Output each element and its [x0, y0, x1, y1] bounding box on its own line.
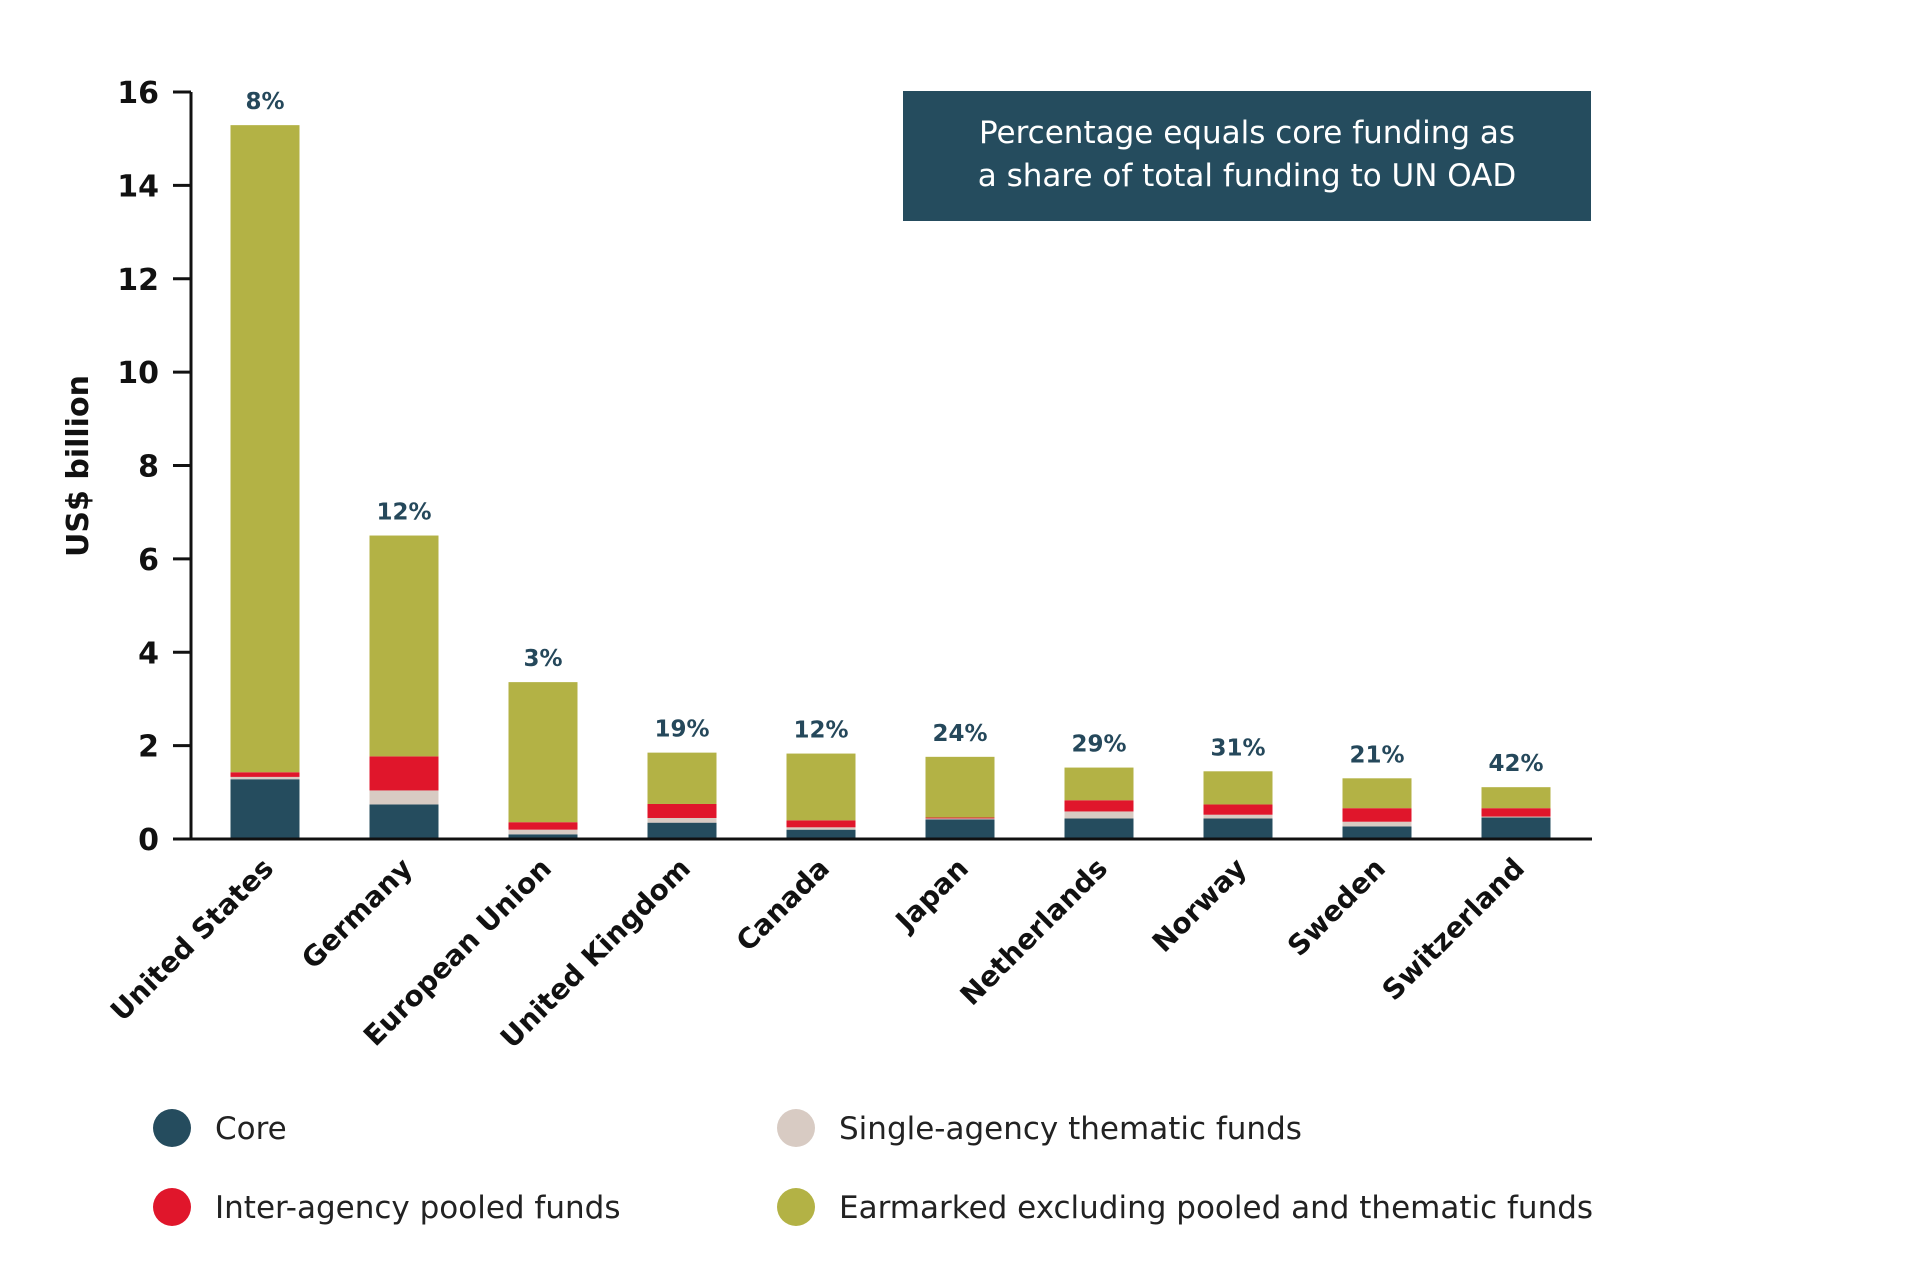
bar-united-states-earmarked-excluding-pooled-and-thematic-funds [230, 125, 300, 773]
bar-sweden-inter-agency-pooled-funds [1342, 808, 1412, 822]
bar-germany-inter-agency-pooled-funds [369, 756, 439, 791]
bar-netherlands-inter-agency-pooled-funds [1064, 800, 1134, 812]
legend-swatch-core [153, 1109, 191, 1147]
legend-swatch-inter-agency-pooled-funds [153, 1188, 191, 1226]
bar-norway-inter-agency-pooled-funds [1203, 804, 1273, 815]
percent-label-united-states: 8% [245, 89, 284, 115]
y-tick-label-12: 12 [117, 263, 159, 298]
percent-label-norway: 31% [1210, 735, 1265, 761]
y-tick-label-2: 2 [138, 730, 159, 765]
percent-label-switzerland: 42% [1488, 751, 1543, 777]
bar-germany-earmarked-excluding-pooled-and-thematic-funds [369, 535, 439, 757]
bar-canada-single-agency-thematic-funds [786, 827, 856, 830]
y-tick-label-0: 0 [138, 823, 159, 858]
bar-european-union-earmarked-excluding-pooled-and-thematic-funds [508, 682, 578, 823]
bar-sweden-earmarked-excluding-pooled-and-thematic-funds [1342, 778, 1412, 809]
y-tick-label-4: 4 [138, 636, 159, 671]
bar-european-union-single-agency-thematic-funds [508, 829, 578, 835]
bar-switzerland-earmarked-excluding-pooled-and-thematic-funds [1481, 787, 1551, 809]
y-tick-label-16: 16 [117, 76, 159, 111]
bar-norway-single-agency-thematic-funds [1203, 814, 1273, 819]
y-tick-label-10: 10 [117, 356, 159, 391]
percent-label-canada: 12% [793, 718, 848, 744]
x-tick-label-norway: Norway [1146, 852, 1253, 959]
bar-switzerland-core [1481, 817, 1551, 839]
bar-netherlands-core [1064, 818, 1134, 839]
bar-japan-single-agency-thematic-funds [925, 818, 995, 820]
bar-germany-single-agency-thematic-funds [369, 790, 439, 805]
bar-european-union-inter-agency-pooled-funds [508, 822, 578, 830]
x-tick-label-united-states: United States [104, 852, 280, 1028]
y-tick-label-6: 6 [138, 543, 159, 578]
bar-united-states-core [230, 779, 300, 839]
bar-switzerland-single-agency-thematic-funds [1481, 816, 1551, 818]
x-tick-label-germany: Germany [295, 852, 419, 976]
percent-label-sweden: 21% [1349, 742, 1404, 768]
y-tick-label-8: 8 [138, 450, 159, 485]
bar-united-kingdom-inter-agency-pooled-funds [647, 803, 717, 818]
note-line-1: Percentage equals core funding as [979, 115, 1515, 151]
bar-sweden-core [1342, 826, 1412, 839]
legend-label-inter-agency-pooled-funds: Inter-agency pooled funds [215, 1190, 620, 1226]
bar-canada-core [786, 829, 856, 839]
bar-united-kingdom-core [647, 822, 717, 839]
bar-canada-inter-agency-pooled-funds [786, 820, 856, 828]
bar-united-states-single-agency-thematic-funds [230, 776, 300, 780]
legend-label-single-agency-thematic-funds: Single-agency thematic funds [839, 1111, 1302, 1147]
y-tick-label-14: 14 [117, 169, 159, 204]
bar-japan-inter-agency-pooled-funds [925, 817, 995, 819]
legend-swatch-earmarked-excluding-pooled-and-thematic-funds [777, 1188, 815, 1226]
bar-group [230, 125, 1551, 839]
x-tick-label-canada: Canada [730, 852, 836, 958]
bar-japan-core [925, 819, 995, 839]
note-line-2: a share of total funding to UN OAD [978, 158, 1516, 194]
bar-european-union-core [508, 834, 578, 839]
note-box: Percentage equals core funding as a shar… [903, 91, 1591, 221]
percent-label-european-union: 3% [523, 646, 562, 672]
bar-germany-core [369, 804, 439, 839]
bar-switzerland-inter-agency-pooled-funds [1481, 808, 1551, 817]
note-box-background [903, 91, 1591, 221]
legend-swatch-single-agency-thematic-funds [777, 1109, 815, 1147]
legend-label-earmarked-excluding-pooled-and-thematic-funds: Earmarked excluding pooled and thematic … [839, 1190, 1593, 1226]
bar-united-states-inter-agency-pooled-funds [230, 772, 300, 777]
x-tick-label-japan: Japan [888, 852, 975, 939]
bar-canada-earmarked-excluding-pooled-and-thematic-funds [786, 753, 856, 821]
percent-label-group: 8% 12% 3% 19% 12% 24% 29% 31% 21% 42% [245, 89, 1543, 777]
x-tick-label-netherlands: Netherlands [954, 852, 1114, 1012]
y-axis-title: US$ billion [61, 375, 96, 557]
bar-japan-earmarked-excluding-pooled-and-thematic-funds [925, 756, 995, 818]
legend: Core Single-agency thematic funds Inter-ag… [153, 1109, 1593, 1226]
legend-label-core: Core [215, 1111, 287, 1147]
x-tick-label-switzerland: Switzerland [1376, 852, 1531, 1007]
bar-netherlands-single-agency-thematic-funds [1064, 811, 1134, 819]
bar-netherlands-earmarked-excluding-pooled-and-thematic-funds [1064, 767, 1134, 801]
bar-sweden-single-agency-thematic-funds [1342, 821, 1412, 827]
bar-united-kingdom-single-agency-thematic-funds [647, 817, 717, 823]
bar-norway-earmarked-excluding-pooled-and-thematic-funds [1203, 771, 1273, 805]
percent-label-japan: 24% [932, 721, 987, 747]
x-tick-label-sweden: Sweden [1281, 852, 1392, 963]
bar-united-kingdom-earmarked-excluding-pooled-and-thematic-funds [647, 752, 717, 804]
y-tick-group: 0 2 4 6 8 10 12 14 16 [117, 76, 191, 858]
percent-label-united-kingdom: 19% [654, 717, 709, 743]
percent-label-netherlands: 29% [1071, 732, 1126, 758]
percent-label-germany: 12% [376, 500, 431, 526]
bar-norway-core [1203, 818, 1273, 839]
